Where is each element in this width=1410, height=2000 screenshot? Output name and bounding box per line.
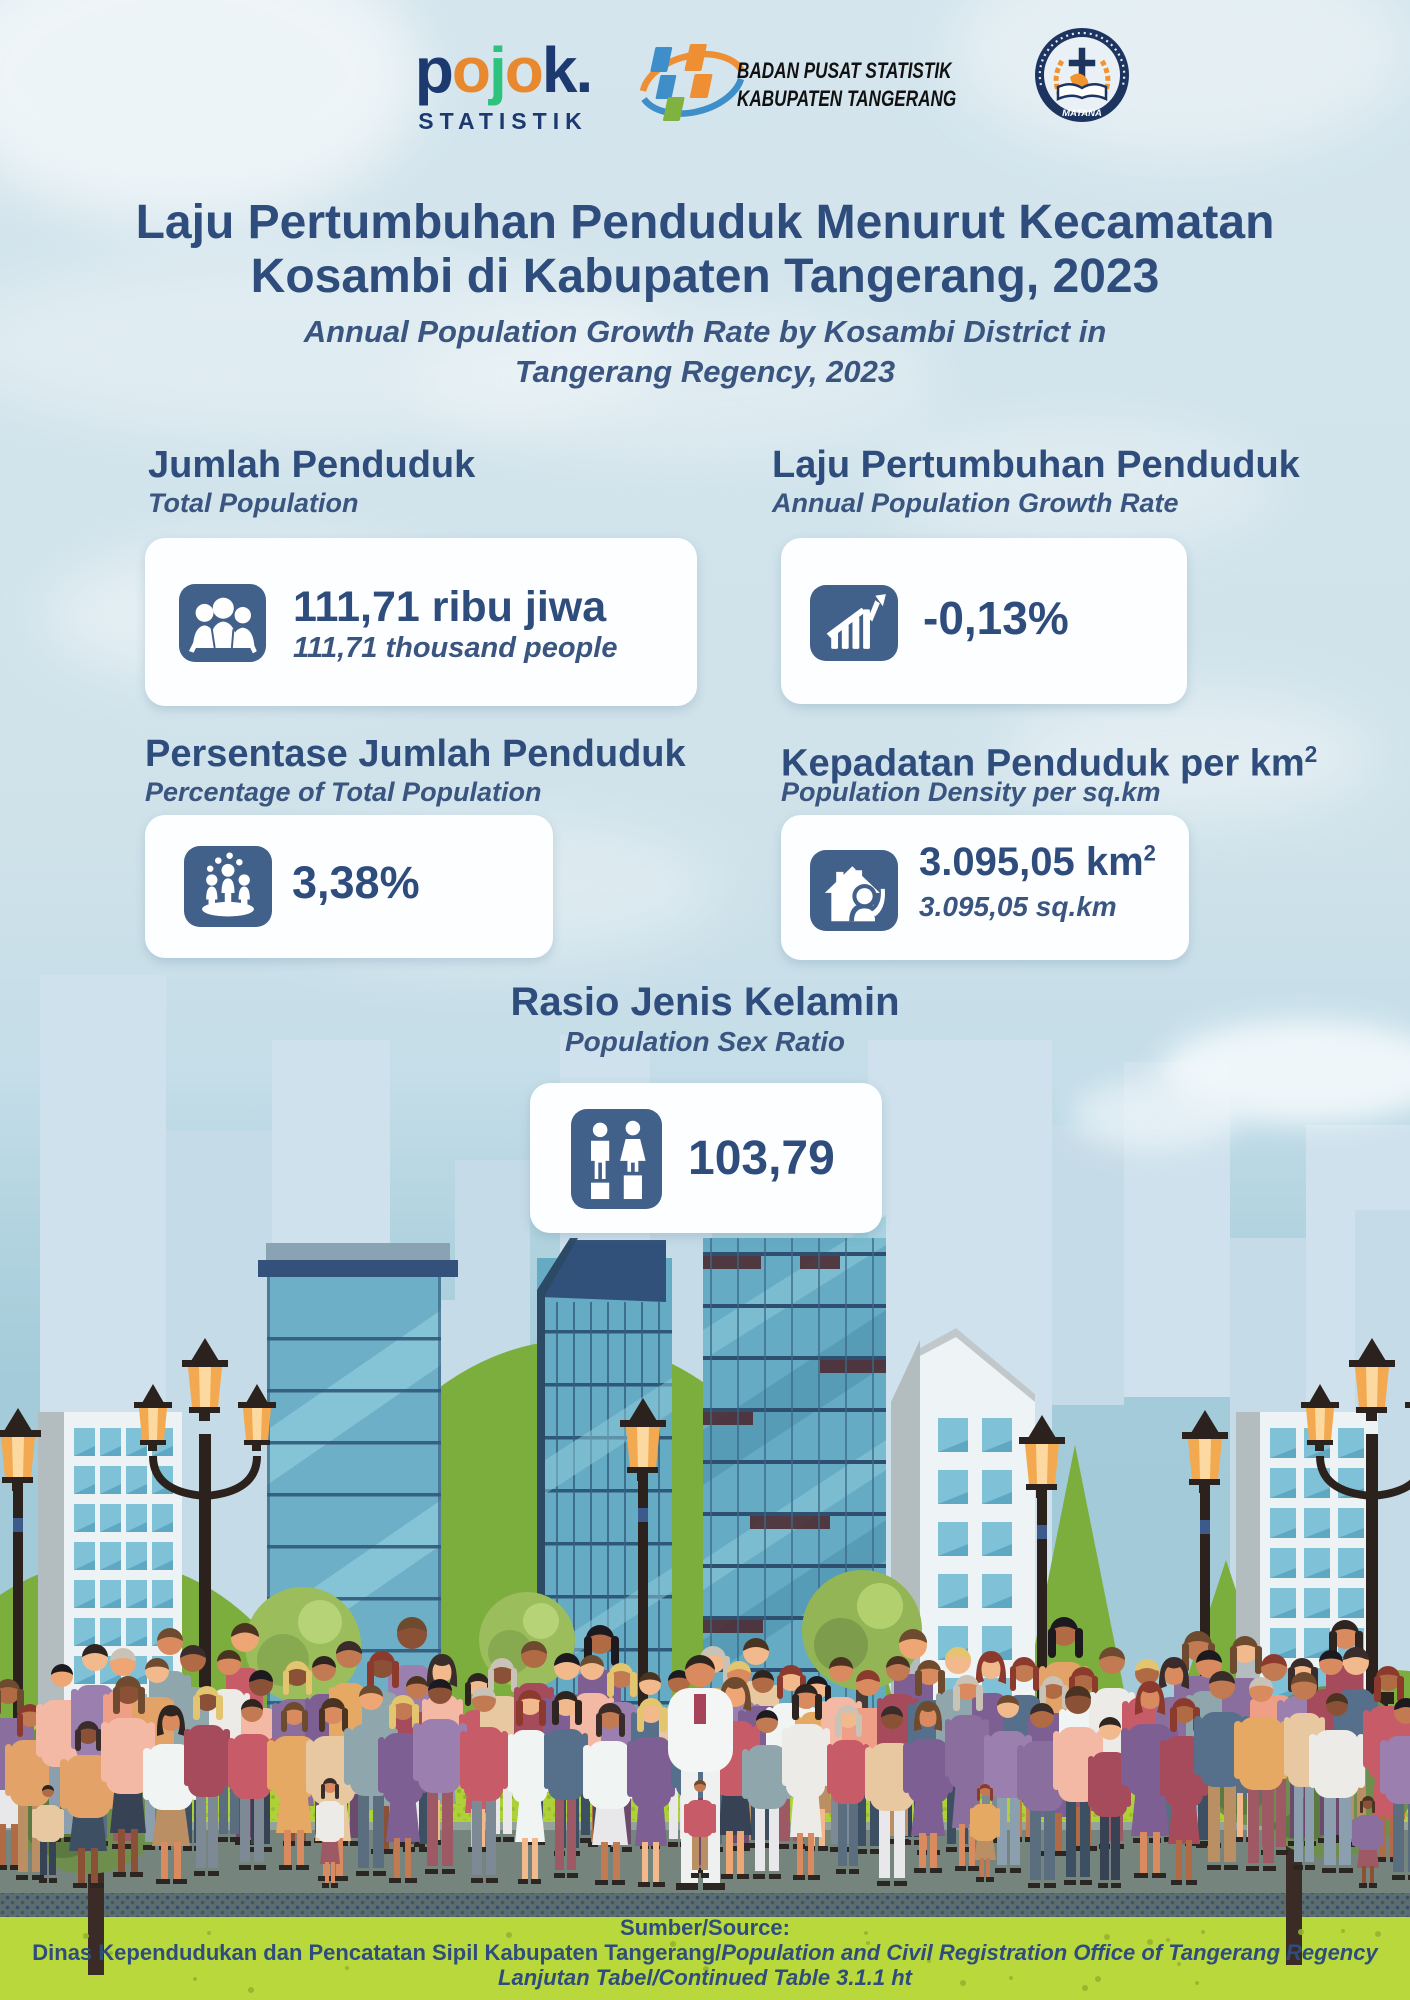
svg-text:MATANA: MATANA <box>1062 108 1102 119</box>
